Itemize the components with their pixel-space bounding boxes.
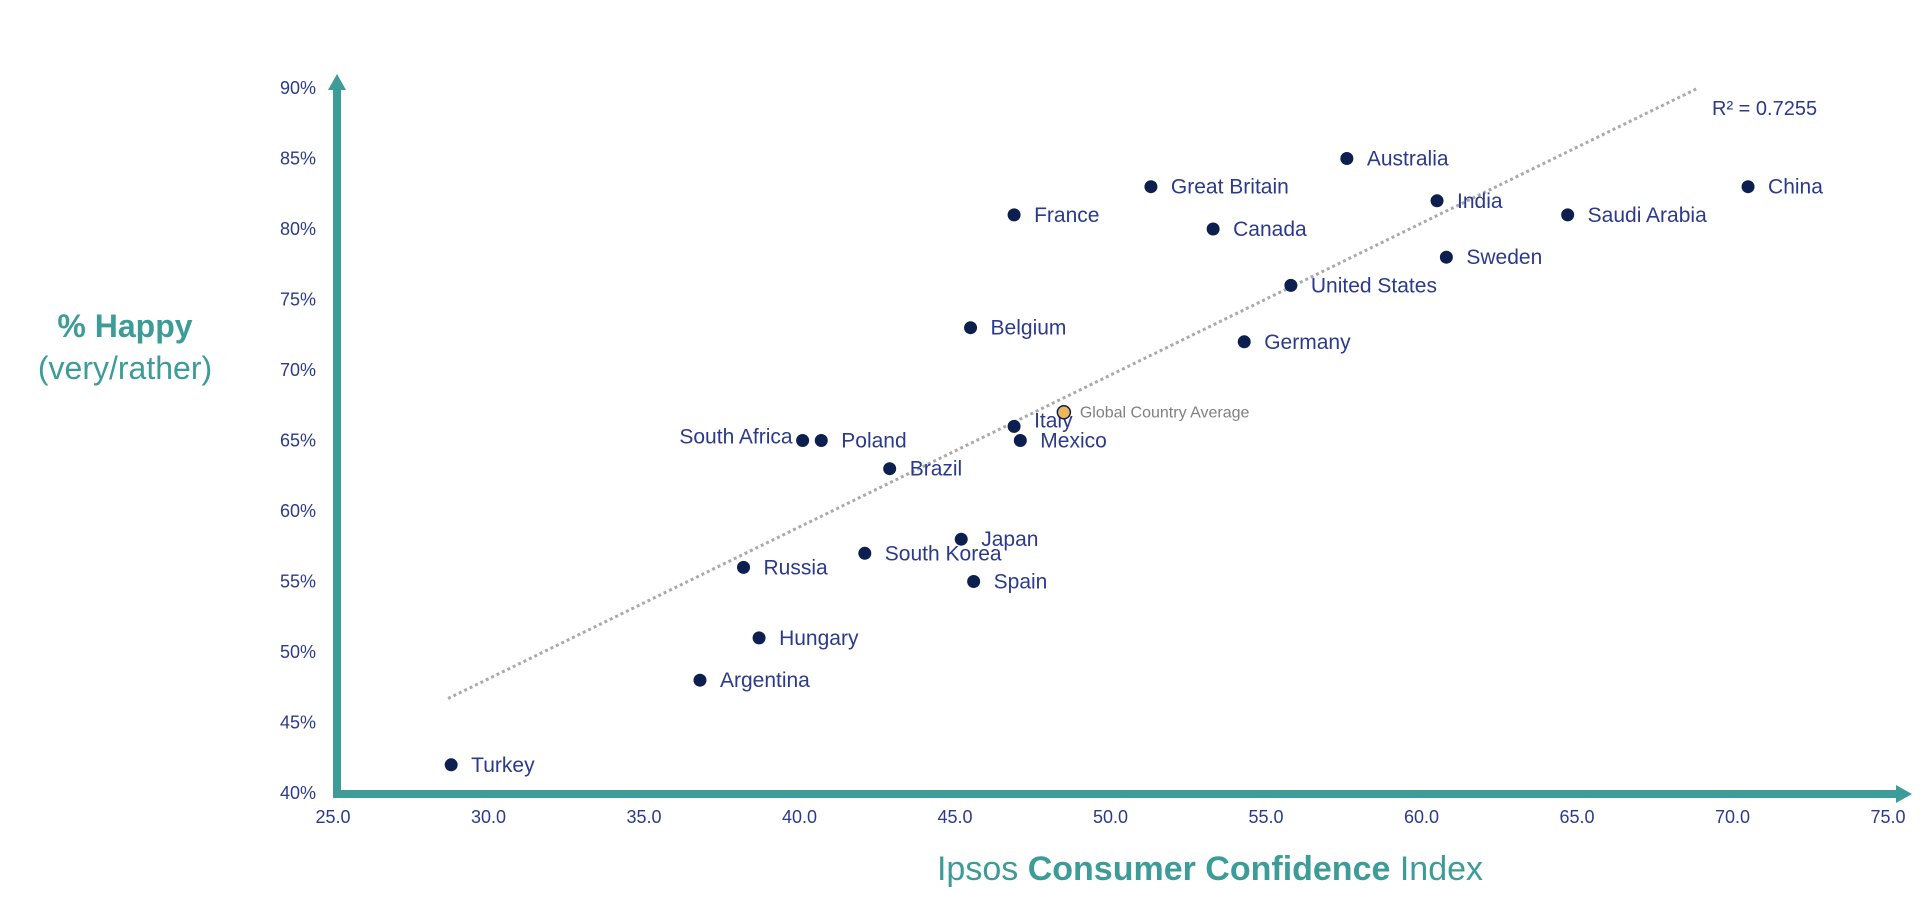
axes (328, 74, 1912, 803)
x-tick-label: 40.0 (782, 807, 817, 827)
y-tick-label: 75% (280, 290, 316, 310)
data-point (858, 546, 872, 560)
data-point (1561, 208, 1575, 222)
data-point (752, 631, 766, 645)
data-point-label: United States (1311, 274, 1437, 297)
data-point-label: Poland (841, 430, 906, 453)
data-point (954, 532, 968, 546)
data-point-label: Turkey (471, 754, 535, 777)
data-point (1007, 419, 1021, 433)
y-axis-arrow (328, 74, 346, 90)
y-tick-label: 40% (280, 783, 316, 803)
y-tick-label: 70% (280, 360, 316, 380)
data-points: China Saudi Arabia Australia India Sweden Uni… (444, 148, 1823, 777)
data-point (883, 462, 897, 476)
data-point-label: Belgium (991, 317, 1067, 340)
data-point (444, 758, 458, 772)
y-tick-label: 90% (280, 78, 316, 98)
x-tick-label: 25.0 (315, 807, 350, 827)
data-point (1284, 278, 1298, 292)
data-point (1206, 222, 1220, 236)
data-point (1144, 180, 1158, 194)
data-point-label: Canada (1233, 218, 1307, 241)
data-point (1237, 335, 1251, 349)
data-point (1007, 208, 1021, 222)
data-point-label: Germany (1264, 331, 1351, 354)
x-tick-label: 75.0 (1870, 807, 1905, 827)
y-tick-label: 65% (280, 431, 316, 451)
x-tick-label: 60.0 (1404, 807, 1439, 827)
y-axis-label: % Happy (57, 308, 193, 344)
y-tick-label: 80% (280, 219, 316, 239)
r-squared-label: R² = 0.7255 (1712, 98, 1817, 120)
x-tick-label: 70.0 (1715, 807, 1750, 827)
average-point (1056, 405, 1072, 420)
data-point-label: India (1457, 190, 1503, 213)
data-point-label: France (1034, 204, 1099, 227)
data-point-label: Great Britain (1171, 176, 1289, 199)
data-point-label: Spain (994, 571, 1048, 594)
data-point-label: South Africa (679, 426, 793, 449)
x-axis-label-bold: Consumer Confidence (1027, 850, 1391, 888)
data-point (967, 575, 981, 588)
y-tick-label: 45% (280, 713, 316, 733)
x-axis-label-suffix: Index (1390, 850, 1484, 888)
x-tick-label: 65.0 (1559, 807, 1594, 827)
data-point (1430, 194, 1444, 208)
x-tick-label: 30.0 (471, 807, 506, 827)
data-point-label: Argentina (720, 669, 810, 692)
average-point-label: Global Country Average (1080, 404, 1250, 421)
data-point (693, 673, 707, 687)
x-tick-label: 45.0 (937, 807, 972, 827)
trendline-layer (447, 86, 1699, 700)
y-tick-label: 60% (280, 501, 316, 521)
y-tick-label: 55% (280, 572, 316, 592)
data-point-label: Sweden (1466, 246, 1542, 269)
x-tick-label: 35.0 (626, 807, 661, 827)
data-point (1340, 152, 1354, 165)
data-point (964, 321, 978, 335)
x-axis-label-prefix: Ipsos (936, 850, 1028, 888)
y-tick-label: 50% (280, 642, 316, 662)
data-point (796, 434, 810, 447)
data-point-label: Brazil (910, 458, 963, 481)
tick-labels: 25.0 30.0 35.0 40.0 45.0 50.0 55.0 60.0 65.0 70.0… (280, 78, 1906, 827)
x-axis-arrow (1896, 785, 1912, 803)
trendline (447, 86, 1699, 700)
data-point-label: Saudi Arabia (1588, 204, 1707, 227)
y-tick-label: 85% (280, 149, 316, 169)
data-point-label: Mexico (1040, 430, 1107, 453)
x-tick-label: 50.0 (1093, 807, 1128, 827)
x-tick-label: 55.0 (1248, 807, 1283, 827)
data-point-label: Australia (1367, 148, 1449, 171)
data-point (1013, 434, 1027, 447)
data-point-label: Hungary (779, 627, 859, 650)
y-axis-sublabel: (very/rather) (37, 350, 213, 386)
data-point-label: Russia (764, 556, 829, 579)
data-point (1439, 250, 1453, 264)
data-point-label: Japan (981, 528, 1038, 551)
data-point (1741, 180, 1755, 194)
data-point (737, 560, 751, 574)
x-axis-label: Ipsos Consumer Confidence Index (880, 850, 1540, 889)
data-point-label: South Korea (885, 542, 1002, 565)
data-point (814, 434, 828, 447)
data-point-label: China (1768, 176, 1823, 199)
